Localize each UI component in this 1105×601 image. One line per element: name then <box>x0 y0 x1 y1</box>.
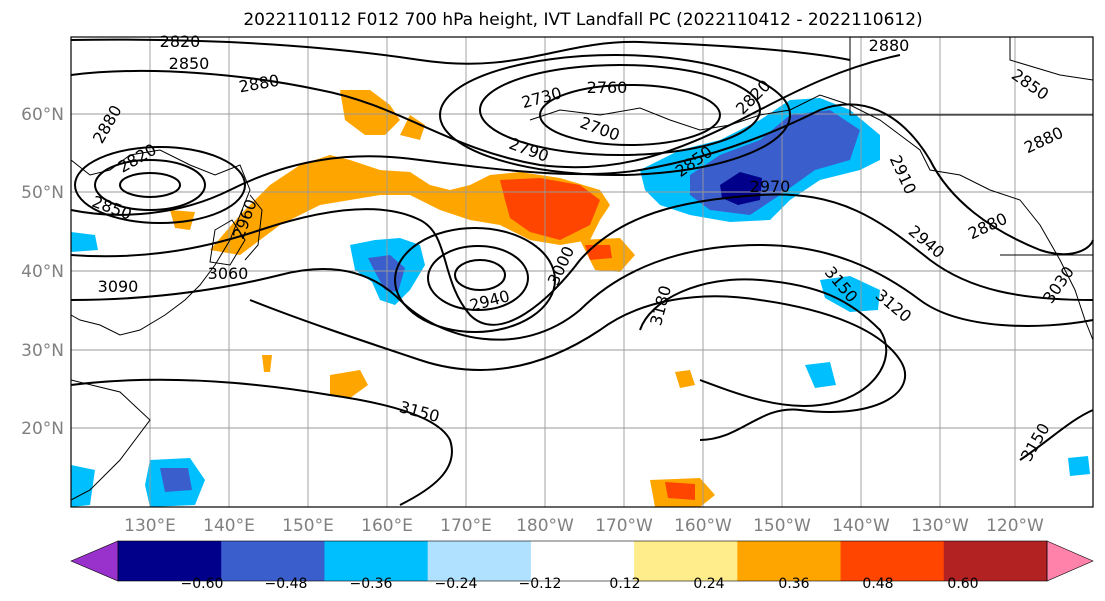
contour-3150-inner <box>249 295 907 441</box>
lat-label: 40°N <box>21 262 64 282</box>
colorbar-extend-min <box>70 540 119 582</box>
colorbar-segment <box>943 541 1048 581</box>
colorbar-segment <box>221 541 325 581</box>
graticule <box>71 37 1093 507</box>
colorbar-tick-label: −0.36 <box>350 576 393 592</box>
contour-3180 <box>639 278 888 407</box>
colorbar-tick-label: −0.48 <box>265 576 308 592</box>
contour-low-north-1 <box>539 84 721 146</box>
colorbar-extend-max <box>1046 540 1094 582</box>
lon-label: 150°E <box>282 516 334 536</box>
positive-ivt-blob-4 <box>330 370 368 398</box>
contour-low-west-3 <box>74 146 246 224</box>
coastlines <box>70 37 1094 501</box>
contour-3150-east <box>1019 409 1094 461</box>
contour-2820 <box>70 38 851 65</box>
contour-cutoff-1 <box>454 259 506 291</box>
contour-low-west-1 <box>119 172 181 198</box>
border-canada <box>849 37 1093 116</box>
positive-ivt-blob <box>400 115 425 140</box>
negative-ivt-edge <box>71 232 98 252</box>
lon-label: 160°W <box>674 516 732 536</box>
colorbar-tick-label: 0.48 <box>862 576 893 592</box>
contour-label: 2760 <box>587 78 628 97</box>
japan-coast <box>244 194 263 261</box>
negative-ivt-region-3 <box>820 276 880 312</box>
contour-cutoff-2 <box>427 245 529 311</box>
positive-ivt-region-north <box>340 90 400 135</box>
contour-3060 <box>70 243 1094 341</box>
positive-ivt-blob-3 <box>170 210 195 230</box>
lon-label: 170°E <box>440 516 492 536</box>
height-contours <box>70 38 1094 506</box>
strong-positive-ivt-region <box>500 178 600 240</box>
longitude-labels: 130°E 140°E 150°E 160°E 170°E 180°W 170°… <box>124 516 1044 536</box>
contour-label: 2850 <box>169 54 210 73</box>
contour-low-north-3 <box>439 54 791 176</box>
contour-3150 <box>70 378 453 506</box>
contour-2910 <box>70 103 1094 256</box>
lat-label: 20°N <box>21 419 64 439</box>
contour-label: 2820 <box>160 32 201 51</box>
contour-label: 3090 <box>98 277 139 296</box>
colorbar-segment <box>634 541 738 581</box>
colorbar-tick-label: 0.36 <box>778 576 809 592</box>
positive-ivt-blob-7 <box>262 355 272 372</box>
lon-label: 130°E <box>124 516 176 536</box>
lon-label: 140°W <box>832 516 890 536</box>
lat-label: 60°N <box>21 105 64 125</box>
colorbar <box>70 540 1094 582</box>
contour-label: 3060 <box>208 264 249 283</box>
colorbar-segment <box>118 541 222 581</box>
contour-low-west-2 <box>94 159 206 211</box>
contour-2880 <box>70 54 901 169</box>
korea-japan-coast <box>209 219 246 266</box>
colorbar-tick-label: −0.24 <box>435 576 478 592</box>
positive-ivt-core-2 <box>665 482 695 500</box>
contour-2970 <box>70 193 1094 326</box>
colorbar-ticks: −0.60 −0.48 −0.36 −0.24 −0.12 0.12 0.24 … <box>181 576 979 592</box>
alaska-na-coastline <box>529 94 1094 341</box>
colorbar-tick-label: 0.60 <box>947 576 978 592</box>
colorbar-tick-label: −0.12 <box>519 576 562 592</box>
arctic-coast <box>1009 37 1094 81</box>
lon-label: 150°W <box>753 516 811 536</box>
asia-coastline <box>70 149 251 336</box>
colorbar-segment <box>427 541 532 581</box>
contour-cutoff-3 <box>394 227 556 333</box>
latitude-labels: 60°N 50°N 40°N 30°N 20°N <box>21 105 64 439</box>
colorbar-outline <box>117 540 1048 582</box>
contour-label: 2970 <box>750 177 791 196</box>
contour-label: 2880 <box>869 36 910 55</box>
lon-label: 140°E <box>203 516 255 536</box>
positive-ivt-blob-6 <box>675 370 695 388</box>
lon-label: 160°E <box>361 516 413 536</box>
colorbar-tick-label: −0.60 <box>181 576 224 592</box>
colorbar-tick-label: 0.24 <box>693 576 724 592</box>
lon-label: 180°W <box>516 516 574 536</box>
lat-label: 50°N <box>21 183 64 203</box>
negative-ivt-core-4 <box>160 468 192 492</box>
colorbar-segment <box>324 541 429 581</box>
map-title: 2022110112 F012 700 hPa height, IVT Land… <box>243 10 922 30</box>
colorbar-segment <box>840 541 945 581</box>
colorbar-segment <box>737 541 842 581</box>
colorbar-segment <box>530 541 635 581</box>
lat-label: 30°N <box>21 341 64 361</box>
lon-label: 130°W <box>911 516 969 536</box>
map-frame <box>70 36 1094 508</box>
negative-ivt-blob-east <box>1068 456 1090 476</box>
lon-label: 120°W <box>986 516 1044 536</box>
lon-label: 170°W <box>595 516 653 536</box>
negative-ivt-blob <box>805 362 836 388</box>
sea-islands <box>70 379 151 501</box>
colorbar-tick-label: 0.12 <box>609 576 640 592</box>
